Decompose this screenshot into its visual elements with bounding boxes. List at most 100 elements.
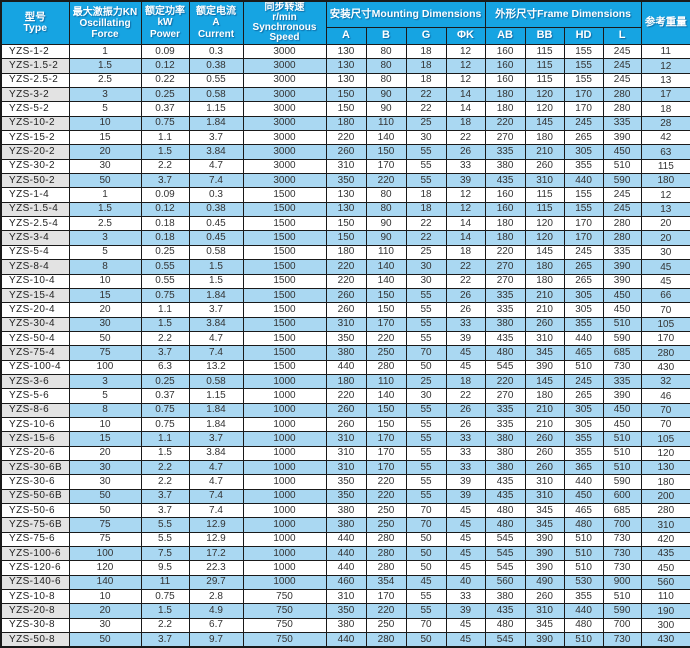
value-cell: 510 [563,531,604,548]
value-cell: 3.7 [140,488,190,505]
value-cell: 12.9 [188,517,244,533]
value-cell: 1.5 [188,273,244,289]
value-cell: 2.8 [188,589,244,605]
header-power: 额定功率 kW Power [140,0,190,45]
value-cell: 45 [445,617,486,634]
value-cell: 120 [68,560,142,576]
value-cell: 6.3 [140,359,190,375]
value-cell: 50 [405,531,447,548]
value-cell: 260 [325,302,367,318]
value-cell: 8 [68,402,142,418]
model-cell: YZS-120-6 [0,560,70,576]
value-cell: 435 [484,330,526,347]
value-cell: 45 [445,632,486,648]
value-cell: 350 [325,488,367,505]
value-cell: 1000 [242,431,327,447]
table-row: YZS-10-2 10 0.75 1.84 3000 180 110 25 18 220 145 24… [0,115,690,132]
value-cell: 170 [365,316,407,332]
value-cell: 380 [325,617,367,634]
value-cell: 140 [365,273,407,289]
value-cell: 0.38 [188,58,244,74]
value-cell: 55 [405,316,447,332]
model-cell: YZS-1-2 [0,43,70,60]
weight-cell: 32 [640,373,690,390]
value-cell: 510 [602,158,642,175]
value-cell: 25 [405,244,447,261]
header-current: 额定电流 A Current [188,0,244,45]
value-cell: 335 [484,287,526,304]
value-cell: 4.9 [188,603,244,619]
value-cell: 120 [524,87,565,103]
value-cell: 110 [365,373,407,390]
value-cell: 5 [68,101,142,117]
value-cell: 30 [405,259,447,275]
value-cell: 460 [325,574,367,591]
model-cell: YZS-3-4 [0,230,70,246]
weight-cell: 170 [640,330,690,347]
value-cell: 22 [405,230,447,246]
value-cell: 14 [445,230,486,246]
value-cell: 345 [524,617,565,634]
value-cell: 170 [365,445,407,461]
value-cell: 2.2 [140,617,190,634]
model-cell: YZS-3-6 [0,373,70,390]
value-cell: 150 [325,87,367,103]
value-cell: 450 [563,488,604,505]
value-cell: 45 [445,345,486,361]
value-cell: 14 [445,87,486,103]
value-cell: 390 [602,130,642,146]
value-cell: 510 [602,316,642,332]
value-cell: 3000 [242,72,327,89]
value-cell: 1000 [242,574,327,591]
value-cell: 80 [365,187,407,203]
value-cell: 3 [68,230,142,246]
value-cell: 3.7 [140,173,190,189]
value-cell: 335 [484,402,526,418]
value-cell: 75 [68,531,142,548]
model-cell: YZS-5-2 [0,101,70,117]
value-cell: 130 [325,43,367,60]
value-cell: 440 [563,330,604,347]
value-cell: 180 [524,273,565,289]
header-weight: 参考重量 [640,0,690,45]
model-cell: YZS-30-6B [0,459,70,476]
value-cell: 55 [405,416,447,433]
model-cell: YZS-2.5-2 [0,72,70,89]
value-cell: 33 [445,431,486,447]
value-cell: 280 [365,359,407,375]
weight-cell: 180 [640,173,690,189]
value-cell: 0.75 [140,115,190,132]
value-cell: 150 [325,216,367,232]
value-cell: 220 [365,603,407,619]
value-cell: 145 [524,115,565,132]
model-cell: YZS-50-8 [0,632,70,648]
value-cell: 130 [325,187,367,203]
value-cell: 1.5 [68,58,142,74]
model-cell: YZS-20-4 [0,302,70,318]
weight-cell: 430 [640,359,690,375]
header-frame-group: 外形尺寸Frame Dimensions [484,0,642,28]
value-cell: 55 [405,302,447,318]
value-cell: 0.18 [140,230,190,246]
weight-cell: 560 [640,574,690,591]
value-cell: 55 [405,173,447,189]
value-cell: 510 [563,560,604,576]
value-cell: 22 [405,216,447,232]
value-cell: 9.7 [188,632,244,648]
value-cell: 8 [68,259,142,275]
value-cell: 380 [325,345,367,361]
value-cell: 33 [445,459,486,476]
value-cell: 510 [563,632,604,648]
value-cell: 510 [602,459,642,476]
value-cell: 50 [405,560,447,576]
value-cell: 310 [325,316,367,332]
value-cell: 18 [405,43,447,60]
value-cell: 0.37 [140,388,190,404]
weight-cell: 280 [640,345,690,361]
value-cell: 220 [365,474,407,490]
model-cell: YZS-8-4 [0,259,70,275]
value-cell: 245 [563,115,604,132]
table-row: YZS-20-4 20 1.1 3.7 1500 260 150 55 26 335 210 305 4… [0,302,690,318]
value-cell: 280 [365,632,407,648]
value-cell: 1000 [242,531,327,548]
